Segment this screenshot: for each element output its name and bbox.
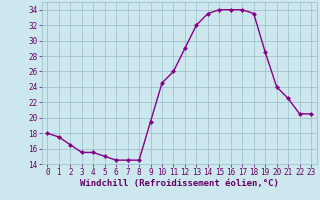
X-axis label: Windchill (Refroidissement éolien,°C): Windchill (Refroidissement éolien,°C) [80, 179, 279, 188]
